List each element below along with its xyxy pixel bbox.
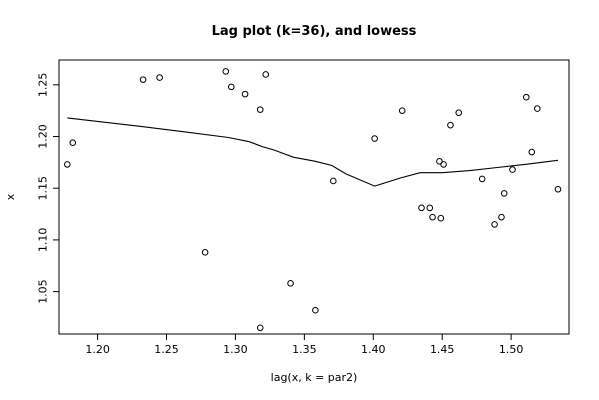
data-point xyxy=(201,249,209,256)
data-point xyxy=(554,185,562,193)
data-point xyxy=(287,280,294,287)
y-tick-label: 1.05 xyxy=(37,279,50,304)
data-point xyxy=(241,90,249,98)
x-tick-label: 1.35 xyxy=(292,343,317,356)
data-point xyxy=(426,204,434,212)
data-point xyxy=(440,161,447,168)
data-point xyxy=(447,121,454,129)
lowess-line xyxy=(67,117,559,187)
data-point xyxy=(312,306,319,314)
data-point xyxy=(256,324,264,332)
data-point xyxy=(500,190,508,197)
data-point xyxy=(418,204,425,212)
data-point xyxy=(398,107,406,114)
data-point xyxy=(222,68,230,75)
data-point xyxy=(491,221,498,228)
data-point xyxy=(455,109,463,117)
y-tick-label: 1.20 xyxy=(37,124,50,149)
x-tick-label: 1.30 xyxy=(223,343,248,356)
data-point xyxy=(139,76,147,83)
x-tick-label: 1.20 xyxy=(85,343,110,356)
data-point xyxy=(256,106,264,113)
data-point xyxy=(262,71,270,78)
data-point xyxy=(329,177,337,185)
x-axis-label: lag(x, k = par2) xyxy=(271,371,358,384)
y-axis-label: x xyxy=(4,193,17,200)
data-point xyxy=(69,139,77,147)
lowess-layer xyxy=(67,117,559,187)
data-point xyxy=(156,74,163,81)
data-point xyxy=(227,83,235,91)
x-tick-label: 1.50 xyxy=(499,343,524,356)
y-tick-label: 1.10 xyxy=(37,228,50,253)
chart-title: Lag plot (k=36), and lowess xyxy=(212,24,417,39)
x-tick-label: 1.25 xyxy=(154,343,179,356)
data-point xyxy=(429,213,436,221)
data-point xyxy=(478,175,486,183)
data-point xyxy=(509,166,516,173)
data-point xyxy=(371,135,378,142)
plot-frame xyxy=(58,59,570,335)
y-tick-label: 1.25 xyxy=(37,73,50,98)
x-axis: 1.20 1.25 1.30 1.35 1.40 1.45 1.50 xyxy=(85,333,524,356)
data-point xyxy=(522,93,530,101)
data-point xyxy=(533,105,541,112)
data-point xyxy=(437,214,445,222)
data-point xyxy=(528,148,536,156)
x-tick-label: 1.40 xyxy=(361,343,386,356)
y-tick-label: 1.15 xyxy=(37,176,50,201)
y-axis: 1.05 1.10 1.15 1.20 1.25 xyxy=(37,73,60,304)
data-point xyxy=(436,158,443,165)
points-layer xyxy=(63,68,562,332)
data-point xyxy=(63,161,71,168)
x-tick-label: 1.45 xyxy=(430,343,455,356)
data-point xyxy=(498,213,505,221)
